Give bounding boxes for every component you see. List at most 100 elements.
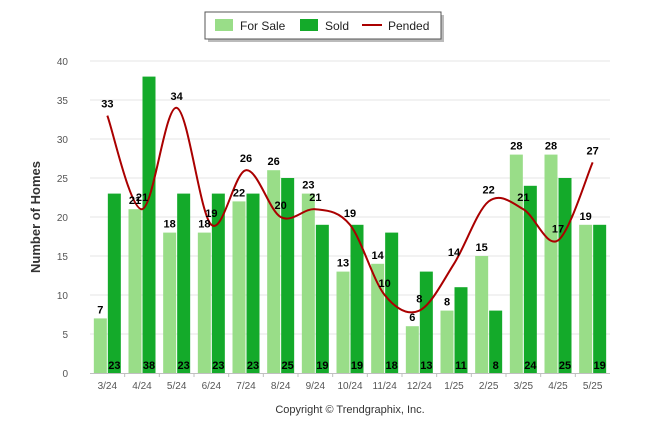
bar-sold [177, 193, 191, 373]
data-label-sold: 23 [178, 360, 190, 372]
bar-for-sale [163, 232, 177, 373]
data-label-sold: 8 [493, 360, 499, 372]
x-tick-label: 11/24 [373, 381, 398, 392]
data-label-pended: 33 [101, 99, 113, 111]
bar-sold [350, 224, 364, 373]
bar-for-sale [267, 170, 281, 373]
x-tick-label: 4/24 [132, 381, 152, 392]
bar-sold [454, 287, 468, 373]
data-label-sold: 18 [386, 360, 398, 372]
y-axis-title: Number of Homes [28, 161, 43, 273]
x-tick-label: 10/24 [337, 381, 362, 392]
bar-for-sale [440, 310, 454, 373]
data-label-pended: 27 [587, 145, 599, 157]
data-label-for-sale: 8 [444, 297, 450, 309]
x-tick-label: 3/24 [98, 381, 118, 392]
data-label-for-sale: 21 [129, 195, 141, 207]
bar-sold [523, 185, 537, 373]
x-tick-label: 9/24 [306, 381, 326, 392]
data-label-for-sale: 28 [545, 141, 557, 153]
data-label-sold: 19 [351, 360, 363, 372]
bar-sold [489, 310, 503, 373]
x-tick-label: 8/24 [271, 381, 291, 392]
bar-for-sale [405, 326, 419, 373]
bar-for-sale [93, 318, 107, 373]
data-label-pended: 21 [136, 192, 148, 204]
bar-sold [281, 178, 295, 373]
x-tick-label: 1/25 [444, 381, 464, 392]
data-label-pended: 20 [275, 200, 287, 212]
bar-for-sale [197, 232, 211, 373]
y-tick-label: 25 [57, 174, 69, 185]
y-tick-label: 20 [57, 213, 69, 224]
y-tick-label: 5 [62, 330, 68, 341]
bar-for-sale [232, 201, 246, 373]
data-label-for-sale: 28 [510, 141, 522, 153]
copyright-credit: Copyright © Trendgraphix, Inc. [275, 404, 424, 416]
data-label-pended: 26 [240, 153, 252, 165]
data-label-for-sale: 15 [476, 242, 488, 254]
data-label-sold: 24 [524, 360, 537, 372]
data-label-for-sale: 14 [372, 250, 385, 262]
data-label-for-sale: 7 [97, 304, 103, 316]
bar-sold [419, 271, 433, 373]
bar-for-sale [509, 154, 523, 373]
legend-swatch-for-sale [215, 19, 233, 31]
data-label-pended: 34 [171, 91, 184, 103]
data-label-for-sale: 23 [302, 180, 314, 192]
bar-for-sale [579, 224, 593, 373]
data-label-sold: 19 [316, 360, 328, 372]
data-label-pended: 21 [309, 192, 321, 204]
data-label-for-sale: 22 [233, 187, 245, 199]
bar-sold [142, 76, 156, 373]
y-tick-label: 0 [62, 369, 68, 380]
legend-label-sold: Sold [325, 19, 349, 33]
data-label-for-sale: 6 [409, 312, 415, 324]
x-tick-label: 3/25 [514, 381, 534, 392]
data-label-for-sale: 19 [580, 211, 592, 223]
data-label-sold: 25 [559, 360, 571, 372]
data-label-sold: 11 [455, 360, 467, 372]
legend-swatch-sold [300, 19, 318, 31]
legend-label-pended: Pended [388, 19, 429, 33]
x-tick-label: 4/25 [548, 381, 568, 392]
data-label-sold: 38 [143, 360, 155, 372]
y-tick-label: 40 [57, 57, 69, 68]
data-label-for-sale: 13 [337, 258, 349, 270]
data-label-pended: 10 [379, 278, 391, 290]
data-label-pended: 14 [448, 247, 461, 259]
y-tick-label: 35 [57, 96, 69, 107]
data-label-sold: 13 [420, 360, 432, 372]
bar-sold [315, 224, 329, 373]
data-label-pended: 19 [344, 208, 356, 220]
x-tick-label: 5/24 [167, 381, 187, 392]
bar-for-sale [475, 256, 489, 373]
x-tick-label: 7/24 [236, 381, 256, 392]
x-tick-label: 6/24 [202, 381, 222, 392]
data-label-for-sale: 18 [198, 219, 210, 231]
legend-label-for-sale: For Sale [240, 19, 286, 33]
pended-line [106, 106, 594, 314]
data-label-sold: 19 [594, 360, 606, 372]
data-label-for-sale: 26 [268, 156, 280, 168]
bar-for-sale [301, 193, 315, 373]
legend: For Sale Sold Pended [204, 11, 444, 42]
grid-layer [90, 60, 610, 335]
axis-layer: 0 5 10 15 20 25 30 35 40 3/24 4/24 5/24 6/24 7/24 8/24… [57, 57, 610, 392]
data-label-pended: 8 [416, 294, 422, 306]
bar-for-sale [336, 271, 350, 373]
bar-for-sale [128, 209, 142, 373]
x-tick-label: 12/24 [407, 381, 432, 392]
data-label-sold: 23 [212, 360, 224, 372]
data-label-pended: 21 [517, 192, 529, 204]
data-label-pended: 17 [552, 223, 564, 235]
data-label-for-sale: 18 [164, 219, 176, 231]
x-tick-label: 2/25 [479, 381, 499, 392]
line-layer [106, 106, 594, 314]
y-tick-label: 15 [57, 252, 69, 263]
bar-sold [593, 224, 607, 373]
data-label-pended: 22 [483, 184, 495, 196]
data-label-sold: 23 [108, 360, 120, 372]
